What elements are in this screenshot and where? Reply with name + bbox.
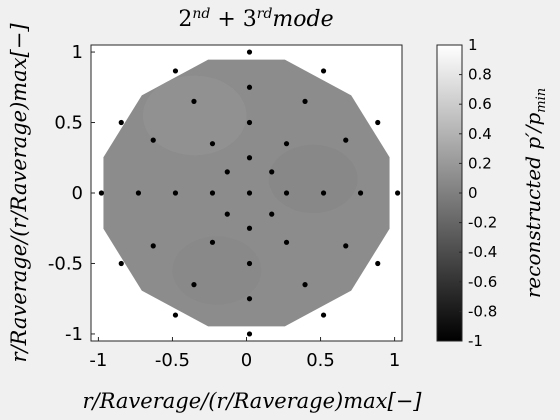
data-point-22 [302,282,308,288]
data-point-4 [375,119,381,126]
x-axis-ticks: -1 -0.5 0 0.5 1 [89,337,400,371]
surface-shading [142,75,358,305]
colorbar-tick-label: -0.4 [468,243,497,261]
x-tick-label: -1 [89,350,107,371]
colorbar-tick-label: 0.6 [468,95,492,113]
data-point-16 [343,137,349,143]
data-point-5 [98,190,105,196]
data-point-37 [224,211,230,217]
colorbar-tick-label: 0 [468,184,478,202]
y-tick-label: 0 [72,183,83,204]
colorbar [436,44,463,342]
data-point-33 [224,169,230,175]
sensor-points [98,49,401,337]
y-tick-label: 1 [72,42,83,63]
data-point-10 [320,312,327,318]
colorbar-label: reconstructed p′/pmin [521,88,549,298]
y-tick-label: -0.5 [48,253,83,274]
data-point-28 [320,190,327,196]
x-tick-label: 0.5 [306,350,335,371]
data-point-9 [172,312,179,318]
data-point-13 [191,98,197,104]
data-point-14 [302,98,308,104]
data-point-40 [246,190,253,196]
colorbar-tick-label: -0.2 [468,214,497,232]
shade-patch-1 [268,144,358,214]
shade-patch-0 [142,75,247,156]
data-point-25 [209,141,216,147]
x-axis-label: r/Raverage/(r/Raverage)max[−] [82,389,422,413]
data-point-8 [375,260,381,267]
data-point-21 [191,282,197,288]
y-tick-label: -1 [65,324,83,345]
colorbar-tick-label: 0.2 [468,154,492,172]
data-point-38 [269,211,275,217]
colorbar-tick-label: -0.6 [468,273,497,291]
shade-patch-2 [172,236,262,305]
colorbar-tick-label: 0.8 [468,66,492,84]
data-point-30 [283,239,290,245]
data-point-3 [118,119,124,126]
data-point-6 [394,190,401,196]
data-point-11 [246,331,253,337]
data-point-19 [150,243,156,249]
data-point-39 [246,225,253,231]
data-point-32 [246,155,253,161]
data-point-17 [135,190,142,196]
colorbar-tick-label: -0.8 [468,302,497,320]
colorbar-tick-label: 1 [468,36,478,54]
data-point-12 [246,84,253,90]
data-point-26 [283,141,290,147]
data-point-27 [172,190,179,196]
data-point-35 [209,190,216,196]
chart-title: 2nd + 3rdmode [178,6,333,32]
x-tick-label: 1 [389,350,400,371]
data-point-15 [150,137,156,143]
x-tick-label: -0.5 [155,350,190,371]
data-point-1 [172,68,179,74]
data-point-7 [118,260,124,267]
data-point-24 [246,119,253,126]
data-point-36 [283,190,290,196]
colorbar-ticks: 1 0.8 0.6 0.4 0.2 0 -0.2 -0.4 -0.6 -0.8 -1 [459,36,497,350]
data-point-20 [343,243,349,249]
colorbar-tick-label: 0.4 [468,125,492,143]
data-point-0 [246,49,253,55]
data-point-23 [246,296,253,302]
data-point-18 [357,190,364,196]
data-point-31 [246,260,253,267]
data-point-2 [320,68,327,74]
y-axis-ticks: 1 0.5 0 -0.5 -1 [48,42,95,345]
y-tick-label: 0.5 [54,113,83,134]
y-axis-label: r/Raverage/(r/Raverage)max[−] [7,23,31,363]
data-point-29 [209,239,216,245]
colorbar-tick-label: -1 [468,332,483,350]
data-point-34 [269,169,275,175]
x-tick-label: 0 [241,350,252,371]
